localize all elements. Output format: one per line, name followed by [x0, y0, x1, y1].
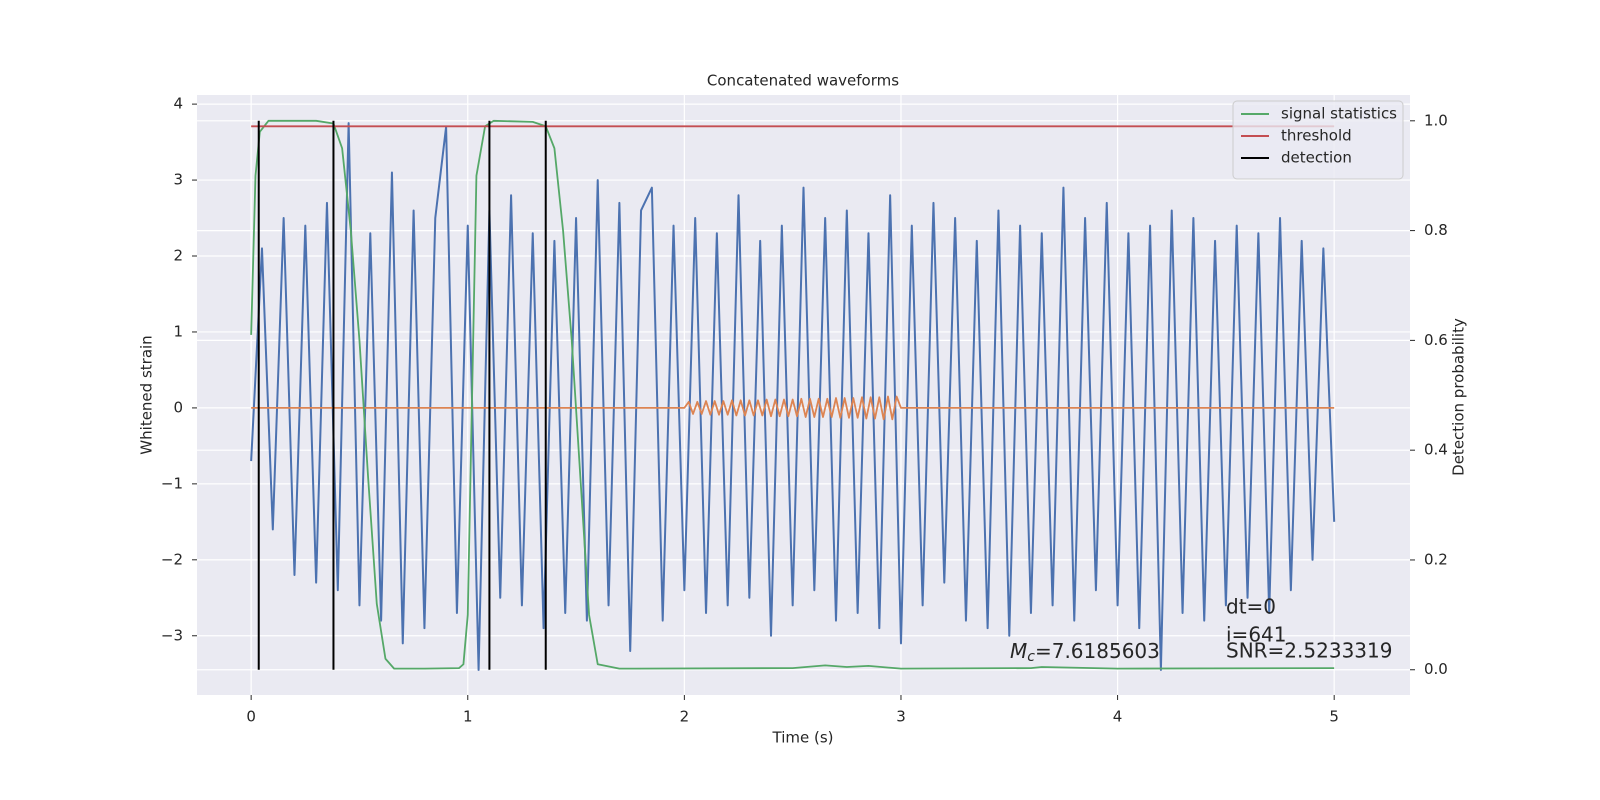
y2-tick-label: 0.0: [1424, 660, 1448, 678]
y2-axis-label: Detection probability: [1450, 318, 1468, 476]
mc-sub: c: [1027, 649, 1035, 665]
y2-tick-label: 0.4: [1424, 441, 1448, 459]
legend-label: signal statistics: [1281, 105, 1397, 123]
snr-annotation: SNR=2.5233319: [1226, 639, 1392, 663]
marks: [250, 119, 1336, 671]
i-annotation: i=641: [1226, 623, 1287, 647]
y-tick-label: 4: [173, 95, 183, 113]
y-tick-label: 1: [173, 322, 183, 340]
y2-tick-label: 0.2: [1424, 550, 1448, 568]
y2-tick-label: 1.0: [1424, 111, 1448, 129]
axes: 0 1 2 3 4 5 −3 −2 −1 0 1 2 3 4 0.0 0.2 0.4 0.6 0.8 1.0: [161, 95, 1448, 726]
x-tick-label: 0: [246, 708, 256, 726]
legend: signal statistics threshold detection: [1232, 100, 1404, 180]
y-tick-label: 2: [173, 247, 183, 265]
y-tick-label: −1: [161, 474, 183, 492]
x-tick-label: 2: [680, 708, 690, 726]
legend-box: [1232, 100, 1404, 180]
x-tick-label: 5: [1329, 708, 1339, 726]
legend-label: threshold: [1281, 127, 1352, 145]
x-tick-label: 1: [463, 708, 473, 726]
y2-tick-label: 0.8: [1424, 221, 1448, 239]
chart-title: Concatenated waveforms: [707, 72, 899, 90]
series-line: [250, 122, 1336, 671]
y-tick-label: 3: [173, 171, 183, 189]
mc-symbol: M: [1010, 639, 1027, 663]
x-tick-label: 4: [1113, 708, 1123, 726]
mc-annotation: Mc=7.6185603: [1010, 639, 1160, 666]
y-tick-label: −3: [161, 626, 183, 644]
series-line: [251, 395, 1335, 421]
legend-label: detection: [1281, 149, 1352, 167]
mc-value: =7.6185603: [1035, 639, 1160, 663]
y-tick-label: −2: [161, 550, 183, 568]
y-axis-label: Whitened strain: [138, 335, 156, 454]
y2-tick-label: 0.6: [1424, 331, 1448, 349]
x-axis-label: Time (s): [772, 729, 834, 747]
y-tick-label: 0: [173, 398, 183, 416]
dt-annotation: dt=0: [1226, 595, 1276, 619]
x-tick-label: 3: [896, 708, 906, 726]
